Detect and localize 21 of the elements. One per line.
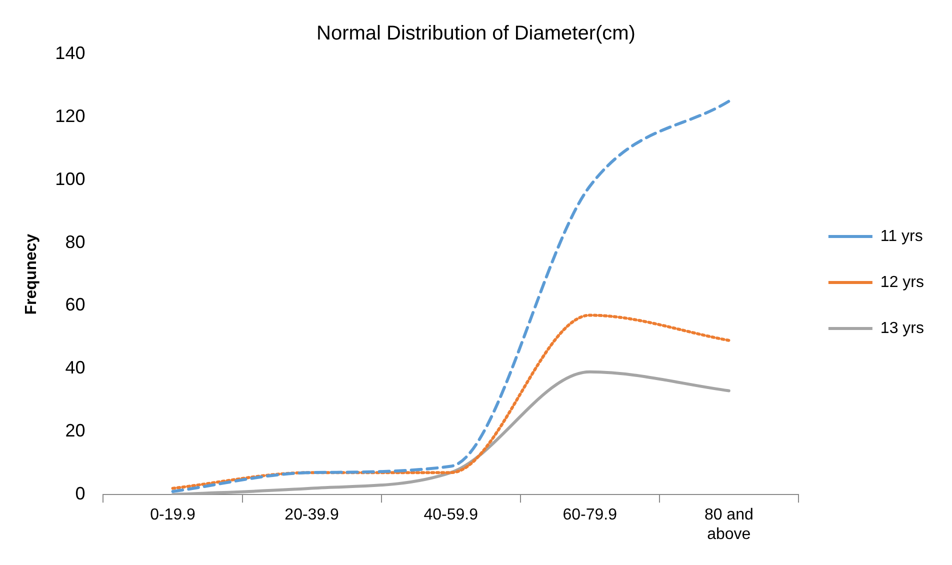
y-tick-label: 60	[65, 294, 86, 315]
line-series	[171, 314, 730, 490]
y-tick-label: 0	[75, 484, 86, 504]
y-tick-label: 80	[65, 232, 86, 252]
line-series	[171, 370, 730, 495]
y-tick-label: 100	[55, 168, 86, 189]
x-tick-label: 80 and above	[704, 506, 754, 543]
legend-label: 12 yrs	[880, 274, 924, 291]
x-tick-label: 20-39.9	[284, 506, 340, 524]
y-tick-label: 120	[55, 106, 86, 126]
y-axis-title: Frequnecy	[23, 234, 40, 315]
x-tick-label: 60-79.9	[562, 506, 618, 524]
line-series	[171, 100, 730, 493]
legend-label: 11 yrs	[880, 228, 923, 245]
chart-title: Normal Distribution of Diameter(cm)	[316, 22, 636, 45]
x-tick-label: 0-19.9	[150, 506, 196, 524]
y-tick-label: 140	[55, 42, 86, 63]
legend-label: 13 yrs	[880, 320, 924, 337]
x-tick-label: 40-59.9	[424, 506, 478, 524]
y-tick-label: 40	[65, 358, 86, 378]
y-tick-label: 20	[65, 420, 86, 441]
